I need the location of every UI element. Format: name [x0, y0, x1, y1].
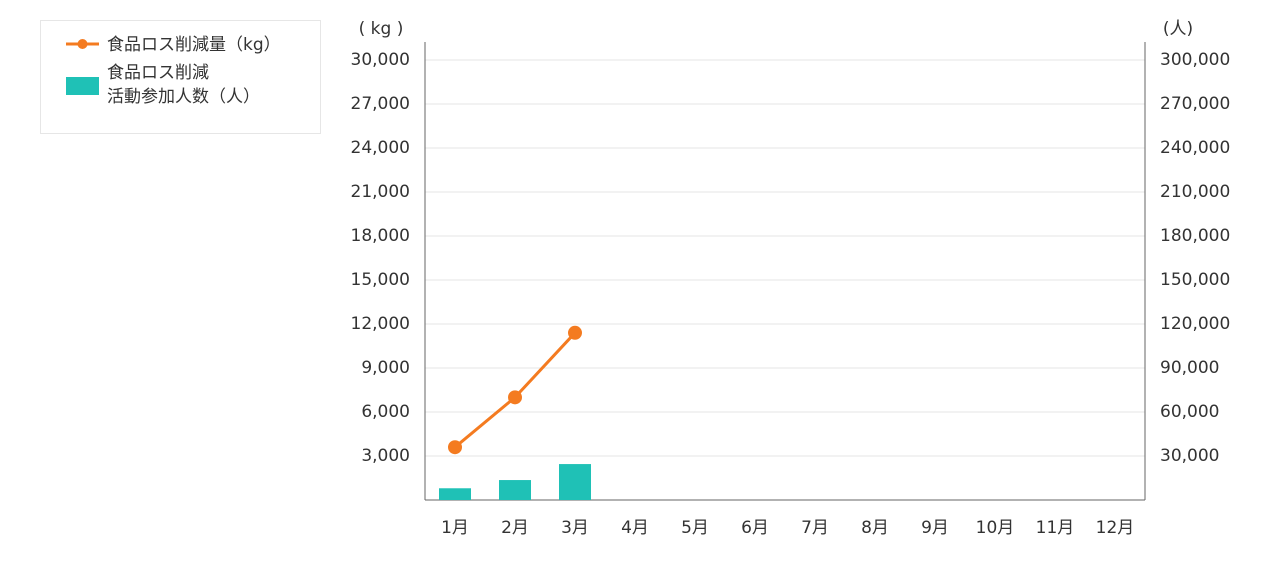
x-tick-label: 2月 [501, 518, 529, 538]
x-tick-label: 9月 [921, 518, 949, 538]
y2-tick-label: 150,000 [1160, 270, 1230, 290]
y2-tick-label: 270,000 [1160, 94, 1230, 114]
grid [425, 59, 1145, 457]
line [454, 331, 577, 449]
y-tick-label: 27,000 [351, 94, 410, 114]
legend-symbol [66, 77, 99, 95]
y2-tick-label: 180,000 [1160, 226, 1230, 246]
point [448, 440, 462, 455]
x-tick-label: 5月 [681, 518, 709, 538]
legend-line [66, 39, 99, 49]
x-tick-label: 4月 [621, 518, 649, 538]
x-tick-label: 10月 [976, 518, 1015, 538]
y-axis-label: ( kg ) [359, 19, 404, 39]
y-tick-label: 15,000 [351, 270, 410, 290]
x-tick-label: 11月 [1036, 518, 1075, 538]
y-tick-label: 9,000 [361, 358, 410, 378]
bar [439, 488, 471, 500]
x-tick-label: 6月 [741, 518, 769, 538]
y-tick-label: 6,000 [361, 402, 410, 422]
bar [499, 480, 531, 500]
y-tick-label: 21,000 [351, 182, 410, 202]
y-tick-label: 30,000 [351, 50, 410, 70]
legend-label: 食品ロス削減 活動参加人数（人） [107, 63, 260, 107]
y2-tick-label: 60,000 [1160, 402, 1219, 422]
point [568, 325, 582, 340]
x-tick-label: 1月 [441, 518, 469, 538]
y-tick-label: 12,000 [351, 314, 410, 334]
point [508, 390, 522, 405]
bar [559, 464, 591, 500]
x-tick-label: 12月 [1096, 518, 1135, 538]
y2-tick-label: 30,000 [1160, 446, 1219, 466]
legend-item: 食品ロス削減 活動参加人数（人） [66, 61, 320, 109]
x-tick-label: 7月 [801, 518, 829, 538]
y2-axis-label: (人) [1163, 19, 1193, 39]
legend-item: 食品ロス削減量（kg） [66, 33, 320, 57]
y-tick-label: 18,000 [351, 226, 410, 246]
y2-tick-label: 300,000 [1160, 50, 1230, 70]
y2-tick-label: 90,000 [1160, 358, 1219, 378]
legend-symbol [66, 33, 99, 55]
y2-tick-label: 210,000 [1160, 182, 1230, 202]
y2-tick-label: 120,000 [1160, 314, 1230, 334]
y-tick-label: 3,000 [361, 446, 410, 466]
legend: 食品ロス削減量（kg） 食品ロス削減 活動参加人数（人） [40, 20, 321, 134]
x-tick-label: 3月 [561, 518, 589, 538]
x-tick-label: 8月 [861, 518, 889, 538]
legend-label: 食品ロス削減量（kg） [107, 35, 281, 55]
y-tick-label: 24,000 [351, 138, 410, 158]
y2-tick-label: 240,000 [1160, 138, 1230, 158]
